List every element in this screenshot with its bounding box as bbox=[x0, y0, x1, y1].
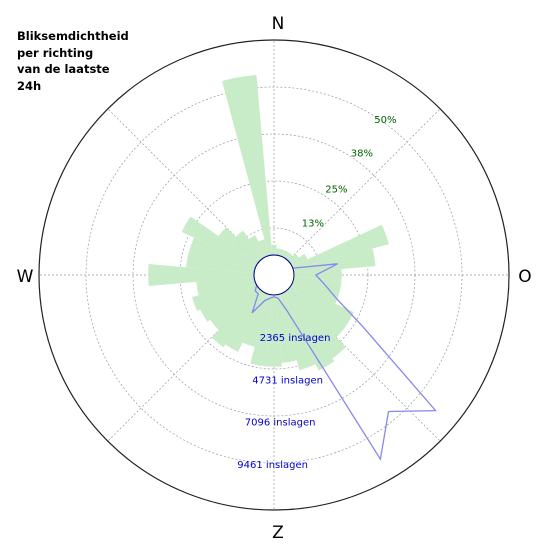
percent-tick-label: 50% bbox=[374, 115, 396, 126]
density-wedge bbox=[275, 294, 297, 363]
density-wedge bbox=[290, 283, 354, 326]
density-wedge bbox=[288, 253, 299, 264]
density-wedge bbox=[292, 280, 340, 304]
percent-tick-label: 13% bbox=[302, 218, 324, 229]
density-wedge bbox=[248, 235, 266, 259]
outer-ring bbox=[38, 39, 510, 511]
density-wedge bbox=[196, 276, 255, 296]
density-wedge bbox=[181, 216, 258, 267]
density-wedge bbox=[186, 252, 255, 274]
grid-circle bbox=[132, 133, 416, 417]
center-circle bbox=[253, 254, 295, 296]
density-wedge bbox=[279, 249, 286, 257]
radial-grid-line bbox=[107, 108, 275, 276]
radial-grid-line bbox=[273, 108, 441, 276]
density-wedge bbox=[211, 289, 263, 348]
density-wedge bbox=[285, 289, 347, 359]
grid-circle bbox=[85, 86, 463, 464]
density-wedge bbox=[293, 269, 342, 281]
density-wedge bbox=[293, 276, 342, 293]
density-wedge bbox=[288, 286, 347, 338]
density-wedge bbox=[285, 253, 293, 261]
count-tick-label: 9461 inslagen bbox=[237, 460, 308, 471]
density-wedge bbox=[188, 237, 256, 270]
density-wedge bbox=[235, 230, 263, 261]
compass-west-label: W bbox=[17, 267, 34, 287]
density-wedge bbox=[271, 244, 277, 256]
density-wedge bbox=[242, 293, 269, 348]
density-wedge bbox=[282, 291, 335, 371]
chart-title: Bliksemdichtheid per richting van de laa… bbox=[17, 29, 129, 93]
percent-tick-label: 25% bbox=[325, 185, 347, 196]
density-wedge bbox=[148, 264, 255, 286]
density-wedge bbox=[266, 294, 282, 367]
radial-grid-line bbox=[107, 274, 275, 442]
count-tick-label: 4731 inslagen bbox=[252, 375, 323, 386]
density-wedge bbox=[210, 286, 260, 331]
compass-south-label: Z bbox=[272, 523, 284, 543]
count-tick-label: 7096 inslagen bbox=[245, 418, 316, 429]
percent-tick-label: 38% bbox=[351, 148, 373, 159]
count-tick-label: 2365 inslagen bbox=[260, 333, 331, 344]
grid-circle bbox=[179, 180, 369, 370]
density-wedge bbox=[225, 291, 266, 352]
density-wedge bbox=[282, 250, 290, 259]
density-wedge bbox=[192, 280, 256, 311]
density-wedge bbox=[275, 248, 281, 256]
density-wedge bbox=[290, 253, 308, 267]
density-wedge bbox=[258, 239, 269, 257]
density-wedge bbox=[200, 283, 258, 322]
compass-east-label: O bbox=[518, 267, 531, 287]
compass-north-label: N bbox=[272, 14, 285, 34]
density-wedge bbox=[250, 294, 273, 367]
radial-grid-line bbox=[273, 274, 441, 442]
density-wedge bbox=[292, 224, 389, 270]
density-wedge bbox=[218, 227, 260, 264]
density-wedge bbox=[293, 248, 376, 274]
density-wedge bbox=[222, 74, 273, 256]
